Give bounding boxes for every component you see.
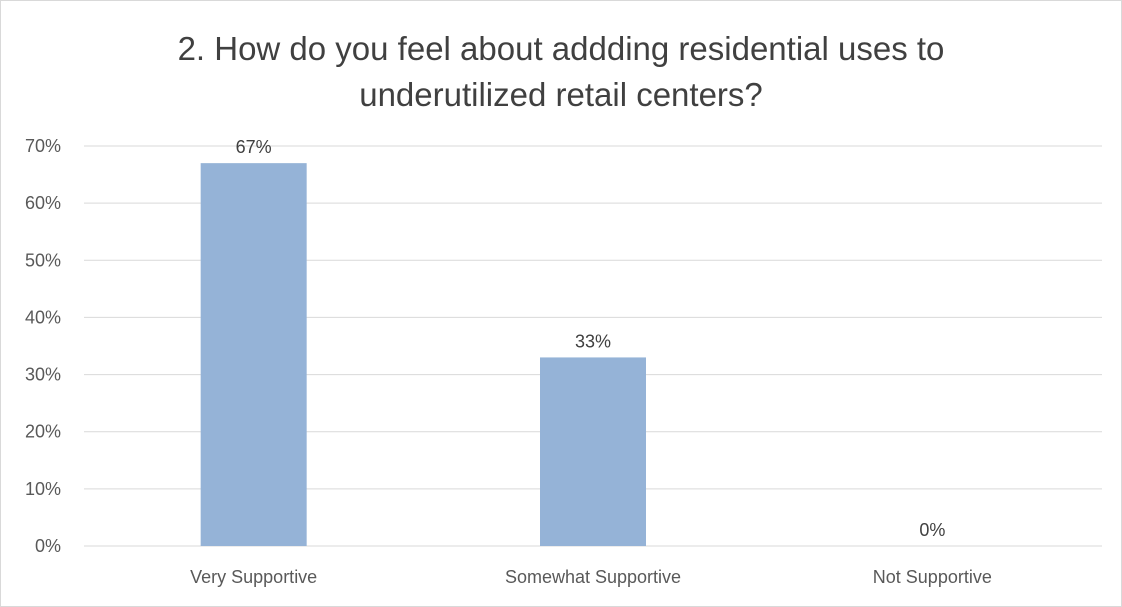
y-tick-label: 0% bbox=[35, 536, 61, 556]
chart-title: 2. How do you feel about addding residen… bbox=[0, 26, 1122, 118]
data-labels: 67% 33% 0% bbox=[236, 137, 946, 540]
y-tick-label: 60% bbox=[25, 193, 61, 213]
bar bbox=[540, 357, 646, 546]
data-label: 33% bbox=[575, 331, 611, 351]
x-category-label: Somewhat Supportive bbox=[505, 567, 681, 587]
y-tick-label: 40% bbox=[25, 307, 61, 327]
y-tick-label: 50% bbox=[25, 250, 61, 270]
bar bbox=[200, 163, 307, 546]
x-category-label: Not Supportive bbox=[873, 567, 992, 587]
y-tick-label: 70% bbox=[25, 136, 61, 156]
data-label: 0% bbox=[919, 520, 945, 540]
y-axis-ticks: 0% 10% 20% 30% 40% 50% 60% 70% bbox=[25, 136, 61, 556]
y-tick-label: 20% bbox=[25, 422, 61, 442]
data-label: 67% bbox=[236, 137, 272, 157]
bars bbox=[200, 163, 646, 546]
x-axis-categories: Very Supportive Somewhat Supportive Not Su… bbox=[190, 567, 992, 587]
chart-title-line-1: 2. How do you feel about addding residen… bbox=[177, 30, 945, 67]
y-tick-label: 10% bbox=[25, 479, 61, 499]
x-category-label: Very Supportive bbox=[190, 567, 317, 587]
y-tick-label: 30% bbox=[25, 365, 61, 385]
chart-title-line-2: underutilized retail centers? bbox=[359, 76, 763, 113]
